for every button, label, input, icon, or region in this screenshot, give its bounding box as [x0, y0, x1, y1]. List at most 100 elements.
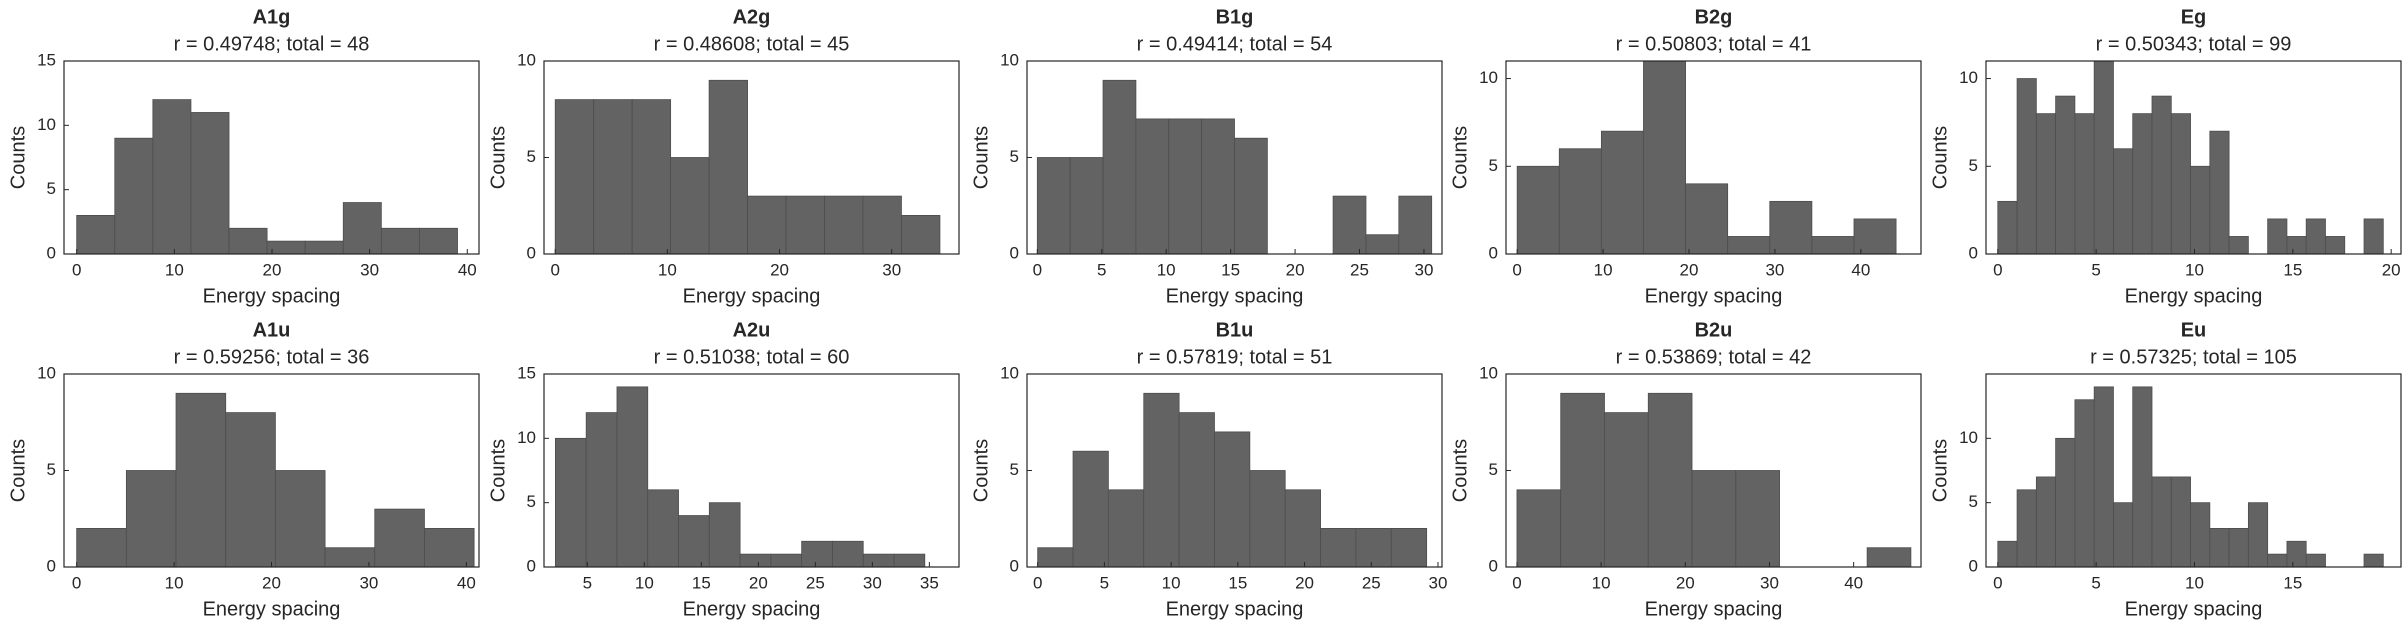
- x-tick-label: 20: [1676, 573, 1695, 592]
- x-tick-label: 30: [1760, 573, 1779, 592]
- histogram-bar: [2035, 476, 2057, 568]
- axes-box: [1985, 373, 2402, 568]
- x-tick-label: 20: [770, 260, 789, 279]
- subplot-title: A2g: [733, 6, 771, 28]
- histogram-bar: [2132, 113, 2153, 255]
- x-tick-label: 10: [658, 260, 677, 279]
- histogram-bar: [2170, 113, 2191, 255]
- histogram-bar: [2016, 489, 2037, 568]
- histogram-bar: [1037, 547, 1074, 568]
- histogram-bar: [1560, 392, 1605, 568]
- histogram-bar: [1398, 195, 1433, 255]
- x-tick-label: 10: [1592, 573, 1611, 592]
- x-tick-label: 0: [1993, 573, 2002, 592]
- histogram-bar: [1643, 60, 1686, 255]
- axes-box: [1505, 60, 1922, 255]
- histogram-bar: [2209, 130, 2230, 255]
- x-tick-label: 20: [1295, 573, 1314, 592]
- histogram-bar: [747, 195, 787, 255]
- y-tick-label: 0: [1969, 243, 1978, 262]
- y-tick-label: 5: [47, 179, 56, 198]
- x-tick-label: 0: [1033, 260, 1042, 279]
- histogram-bar: [801, 540, 833, 568]
- subplot: 0 10 20 30 40 0 5 10 B2u r = 0.53869; total = 42 E…: [1449, 319, 1922, 620]
- histogram-bar: [708, 502, 741, 568]
- x-tick-label: 0: [1993, 260, 2002, 279]
- subplot-subtitle: r = 0.49748; total = 48: [174, 33, 370, 55]
- subplot-subtitle: r = 0.49414; total = 54: [1137, 33, 1333, 55]
- histogram-bar: [76, 214, 116, 255]
- x-tick-label: 15: [692, 573, 711, 592]
- histogram-bar: [266, 240, 306, 255]
- histogram-bar: [1685, 183, 1729, 255]
- x-tick-label: 15: [1221, 260, 1240, 279]
- histogram-bar: [1600, 130, 1644, 255]
- histogram-bar: [770, 553, 803, 568]
- histogram-bar: [585, 412, 618, 568]
- y-tick-label: 15: [37, 50, 56, 69]
- histogram-bar: [1516, 489, 1562, 568]
- x-axis-label: Energy spacing: [1645, 285, 1783, 307]
- y-axis-label: Counts: [1449, 439, 1471, 502]
- x-tick-label: 20: [2382, 260, 2401, 279]
- y-tick-label: 0: [47, 243, 56, 262]
- subplot-subtitle: r = 0.48608; total = 45: [654, 33, 850, 55]
- histogram-bar: [862, 553, 895, 568]
- x-tick-label: 5: [2091, 260, 2100, 279]
- histogram-bar: [2190, 165, 2211, 255]
- subplot: 0 10 20 30 40 0 5 10 B2g r = 0.50803; total = 41 E…: [1449, 6, 1922, 307]
- histogram-bar: [862, 195, 902, 255]
- subplot: 0 10 20 30 40 0 5 10 A1u r = 0.59256; total = 36 E…: [7, 319, 480, 620]
- histogram-bar: [2228, 528, 2249, 568]
- axes-box: [543, 373, 960, 568]
- y-tick-label: 10: [517, 50, 536, 69]
- histogram-bar: [2074, 113, 2095, 255]
- histogram-bar: [824, 195, 864, 255]
- histogram-bar: [1558, 148, 1602, 255]
- x-tick-label: 40: [457, 573, 476, 592]
- histogram-bar: [1604, 412, 1649, 568]
- y-tick-label: 10: [1000, 363, 1019, 382]
- histogram-bar: [419, 227, 458, 255]
- histogram-bar: [2228, 236, 2249, 255]
- histogram-bar: [2016, 78, 2037, 255]
- subplot: 0 5 10 15 0 5 10 Eu r = 0.57325; total = 105 Ener…: [1929, 319, 2402, 620]
- histogram-bar: [678, 515, 710, 568]
- subplot-subtitle: r = 0.50803; total = 41: [1616, 33, 1812, 55]
- y-tick-label: 0: [1969, 556, 1978, 575]
- y-tick-label: 0: [1489, 243, 1498, 262]
- y-axis-label: Counts: [7, 439, 29, 502]
- y-tick-label: 5: [1010, 147, 1019, 166]
- x-tick-label: 10: [1162, 573, 1181, 592]
- x-tick-label: 10: [2185, 260, 2204, 279]
- x-tick-label: 10: [165, 260, 184, 279]
- y-tick-label: 5: [47, 460, 56, 479]
- histogram-bar: [1647, 392, 1693, 568]
- histogram-bar: [1516, 165, 1560, 255]
- x-tick-label: 30: [1414, 260, 1433, 279]
- x-tick-label: 35: [920, 573, 939, 592]
- y-tick-label: 10: [37, 115, 56, 134]
- x-tick-label: 0: [1512, 260, 1521, 279]
- histogram-bar: [832, 540, 864, 568]
- y-tick-label: 5: [1969, 156, 1978, 175]
- subplot: 0 10 20 30 40 0 5 10 15 A1g r = 0.49748; total = 4…: [7, 6, 480, 307]
- histogram-bar: [2074, 399, 2095, 568]
- histogram-bar: [2267, 218, 2288, 255]
- histogram-bar: [152, 99, 192, 255]
- x-tick-label: 20: [749, 573, 768, 592]
- histogram-bar: [2170, 476, 2191, 568]
- subplot-subtitle: r = 0.57325; total = 105: [2090, 346, 2297, 368]
- subplot-title: A2u: [733, 319, 771, 341]
- histogram-bar: [1355, 528, 1392, 568]
- histogram-bar: [1365, 234, 1400, 255]
- histogram-bar: [2151, 95, 2172, 255]
- x-tick-label: 30: [1429, 573, 1448, 592]
- histogram-bar: [1143, 392, 1180, 568]
- histogram-bar: [1332, 195, 1367, 255]
- histogram-bar: [2190, 502, 2211, 568]
- y-tick-label: 0: [1010, 243, 1019, 262]
- histogram-bar: [2113, 502, 2134, 568]
- subplot-title: A1g: [253, 6, 291, 28]
- y-tick-label: 0: [47, 556, 56, 575]
